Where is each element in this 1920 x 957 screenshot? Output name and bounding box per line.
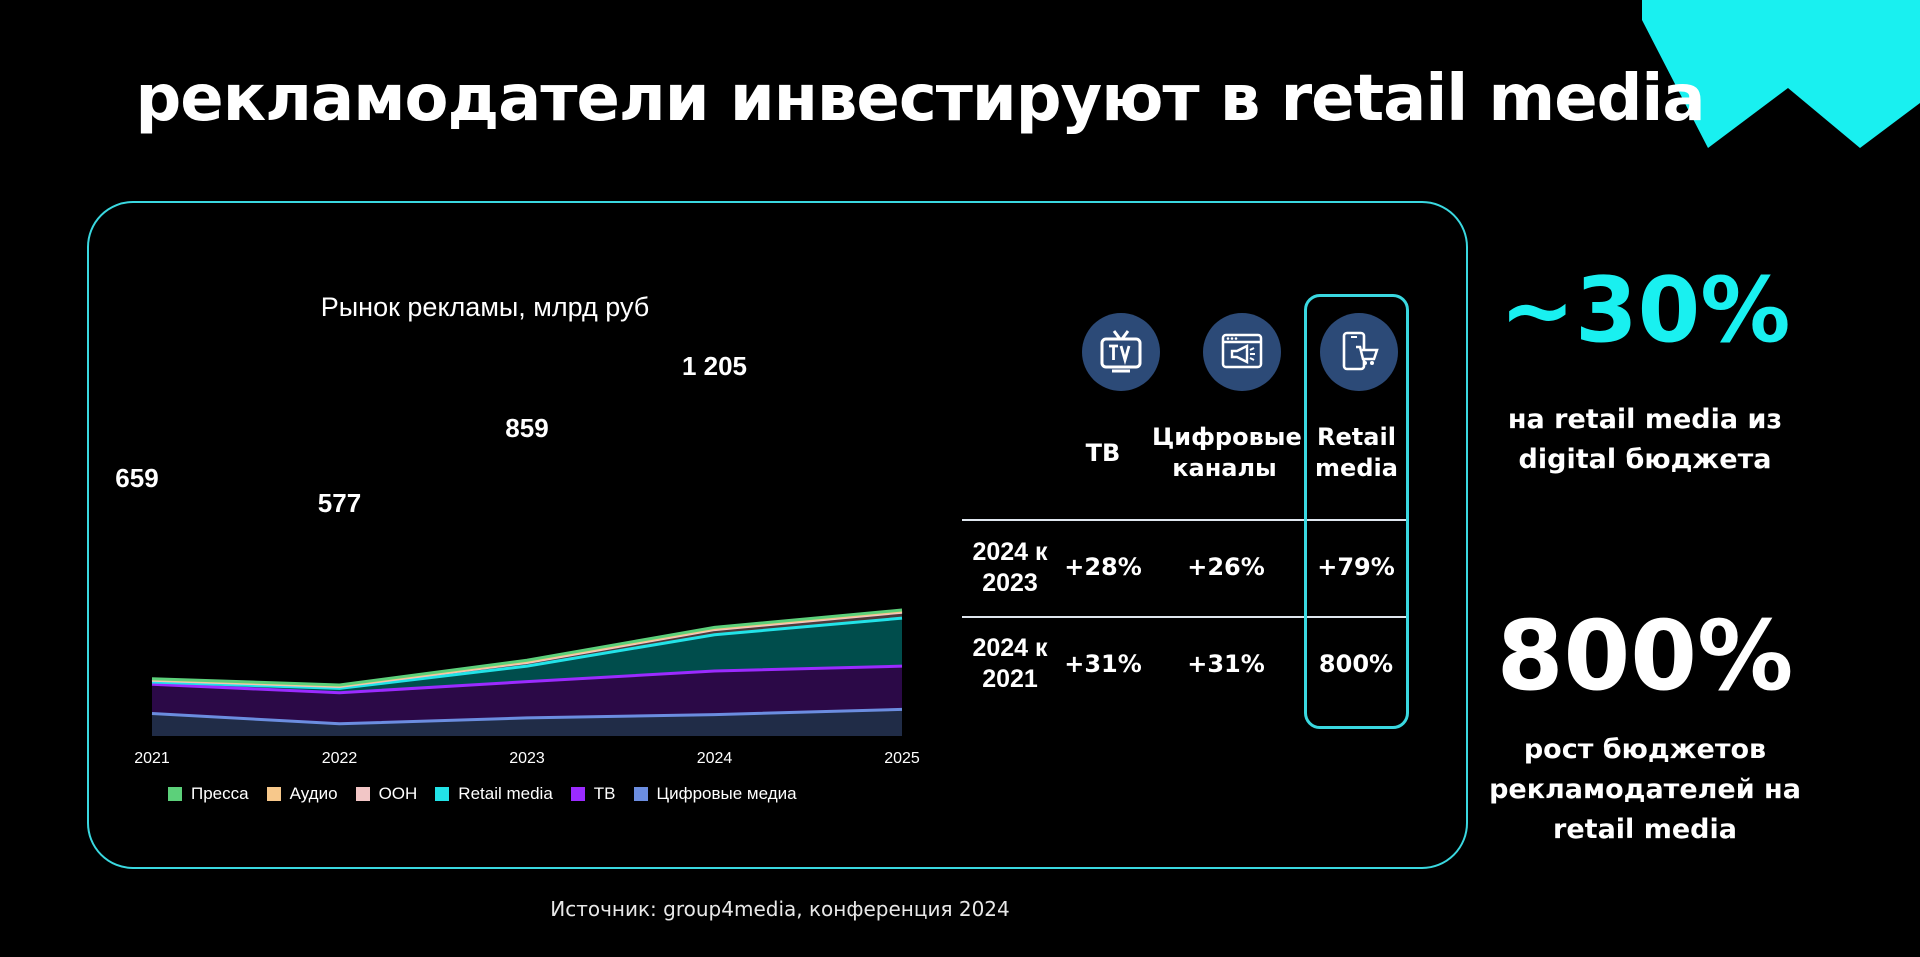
cell-digital-2021: +31% (1187, 650, 1265, 678)
column-header-retail-media: Retail media (1315, 423, 1398, 482)
legend-label: Аудио (289, 784, 338, 803)
row-label-2024-vs-2023: 2024 к 2023 (972, 538, 1048, 597)
total-data-label: 1 205 (682, 351, 747, 381)
total-data-label: 859 (505, 413, 548, 443)
kpi-share-text: на retail media из digital бюджета (1507, 404, 1783, 475)
legend-label: ООН (378, 784, 418, 803)
legend-swatch (435, 787, 450, 801)
legend-swatch (266, 787, 281, 801)
legend-label: Пресса (191, 784, 249, 803)
kpi-growth-value: 800% (1496, 600, 1794, 712)
legend-item-audio: Аудио (266, 784, 338, 804)
x-tick-label: 2022 (322, 750, 358, 767)
legend-item-digital-media: Цифровые медиа (633, 784, 797, 804)
kpi-share-value: ~30% (1499, 258, 1791, 363)
legend-swatch (355, 787, 370, 801)
kpi-growth-text: рост бюджетов рекламодателей на retail m… (1489, 734, 1801, 845)
table-divider (962, 616, 1408, 618)
chart-title: Рынок рекламы, млрд руб (320, 292, 650, 322)
retail-media-highlight (1304, 294, 1409, 729)
column-header-tv: ТВ (1085, 439, 1121, 467)
chart-legend: Пресса Аудио ООН Retail media ТВ Цифровы… (168, 784, 797, 804)
digital-channels-icon (1203, 313, 1281, 391)
area-retail-media (152, 618, 902, 693)
column-header-digital: Цифровые каналы (1152, 423, 1302, 482)
phone-cart-icon (1320, 313, 1398, 391)
content-panel (87, 201, 1468, 869)
area-тв (152, 666, 902, 724)
series-line-пресса (151, 608, 903, 687)
x-tick-label: 2025 (884, 750, 920, 767)
total-data-label: 577 (318, 488, 361, 518)
series-line-цифровые-медиа (151, 707, 903, 726)
cell-digital-2023: +26% (1187, 553, 1265, 581)
x-tick-label: 2024 (697, 750, 733, 767)
legend-item-retail-media: Retail media (435, 784, 553, 804)
series-line-retail-media (151, 616, 903, 690)
cell-tv-2021: +31% (1064, 650, 1142, 678)
legend-item-press: Пресса (168, 784, 249, 804)
total-data-label: 659 (115, 463, 158, 493)
legend-item-ooh: ООН (355, 784, 418, 804)
cell-retail-2023: +79% (1317, 553, 1395, 581)
row-label-2024-vs-2021: 2024 к 2021 (972, 634, 1048, 693)
legend-swatch (168, 787, 182, 801)
legend-swatch (570, 787, 585, 801)
series-line-тв (151, 664, 903, 695)
x-tick-label: 2021 (134, 750, 170, 767)
x-tick-label: 2023 (509, 750, 545, 767)
source-note: Источник: group4media, конференция 2024 (550, 897, 1010, 921)
legend-label: Retail media (458, 784, 553, 803)
cell-tv-2023: +28% (1064, 553, 1142, 581)
legend-item-tv: ТВ (570, 784, 616, 804)
slide-title: рекламодатели инвестируют в retail media (135, 62, 1705, 136)
legend-label: ТВ (593, 784, 616, 803)
legend-label: Цифровые медиа (656, 784, 797, 803)
tv-icon (1082, 313, 1160, 391)
corner-accent-shape (1642, 0, 1920, 148)
area-оон (152, 612, 902, 689)
cell-retail-2021: 800% (1318, 650, 1394, 678)
legend-swatch (633, 787, 648, 801)
table-divider (962, 519, 1408, 521)
